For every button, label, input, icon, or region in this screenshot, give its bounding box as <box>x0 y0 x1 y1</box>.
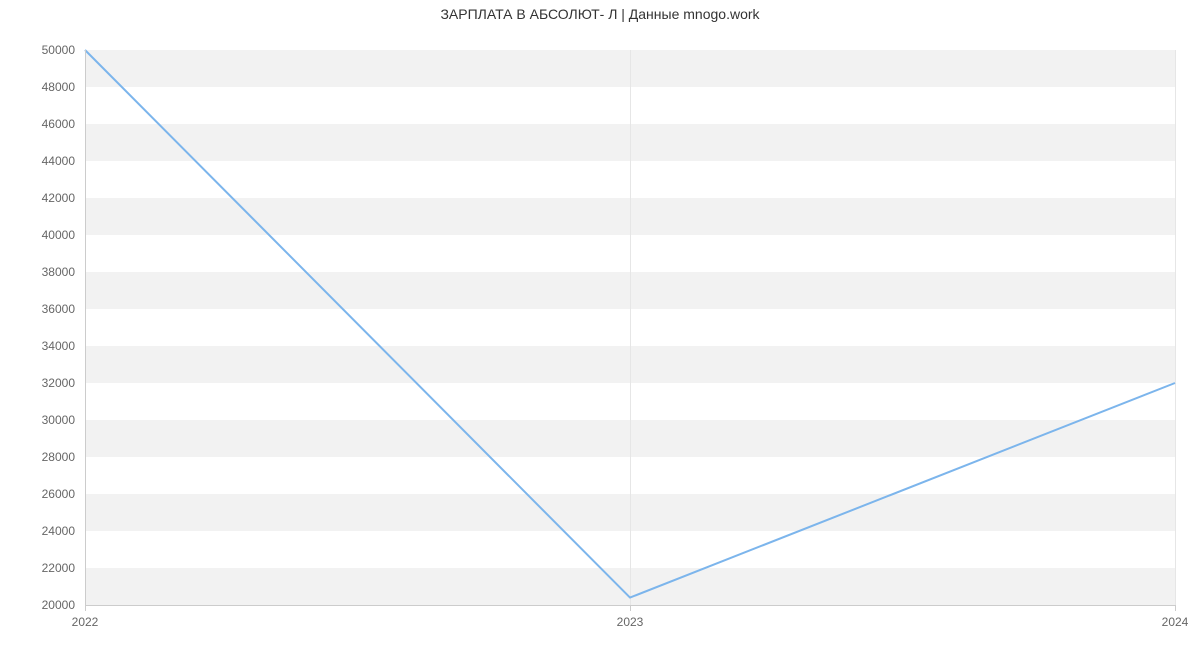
y-tick-label: 48000 <box>42 80 75 94</box>
y-tick-label: 20000 <box>42 598 75 612</box>
y-tick-label: 36000 <box>42 302 75 316</box>
y-tick-label: 42000 <box>42 191 75 205</box>
y-tick-label: 50000 <box>42 43 75 57</box>
x-tick-label: 2023 <box>617 615 644 629</box>
y-tick-label: 22000 <box>42 561 75 575</box>
series-line <box>85 50 1175 598</box>
y-tick-label: 40000 <box>42 228 75 242</box>
y-tick-label: 26000 <box>42 487 75 501</box>
y-tick-label: 28000 <box>42 450 75 464</box>
y-tick-label: 24000 <box>42 524 75 538</box>
y-tick-label: 30000 <box>42 413 75 427</box>
y-tick-label: 38000 <box>42 265 75 279</box>
line-layer <box>85 50 1175 605</box>
y-tick-label: 46000 <box>42 117 75 131</box>
y-tick-label: 32000 <box>42 376 75 390</box>
x-gridline <box>1175 50 1176 605</box>
x-tick <box>630 605 631 611</box>
y-axis-line <box>85 50 86 605</box>
chart-title: ЗАРПЛАТА В АБСОЛЮТ- Л | Данные mnogo.wor… <box>0 6 1200 22</box>
y-tick-label: 44000 <box>42 154 75 168</box>
plot-area: 2000022000240002600028000300003200034000… <box>85 50 1175 605</box>
x-tick <box>1175 605 1176 611</box>
y-tick-label: 34000 <box>42 339 75 353</box>
x-tick <box>85 605 86 611</box>
salary-chart: ЗАРПЛАТА В АБСОЛЮТ- Л | Данные mnogo.wor… <box>0 0 1200 650</box>
x-tick-label: 2022 <box>72 615 99 629</box>
x-tick-label: 2024 <box>1162 615 1189 629</box>
